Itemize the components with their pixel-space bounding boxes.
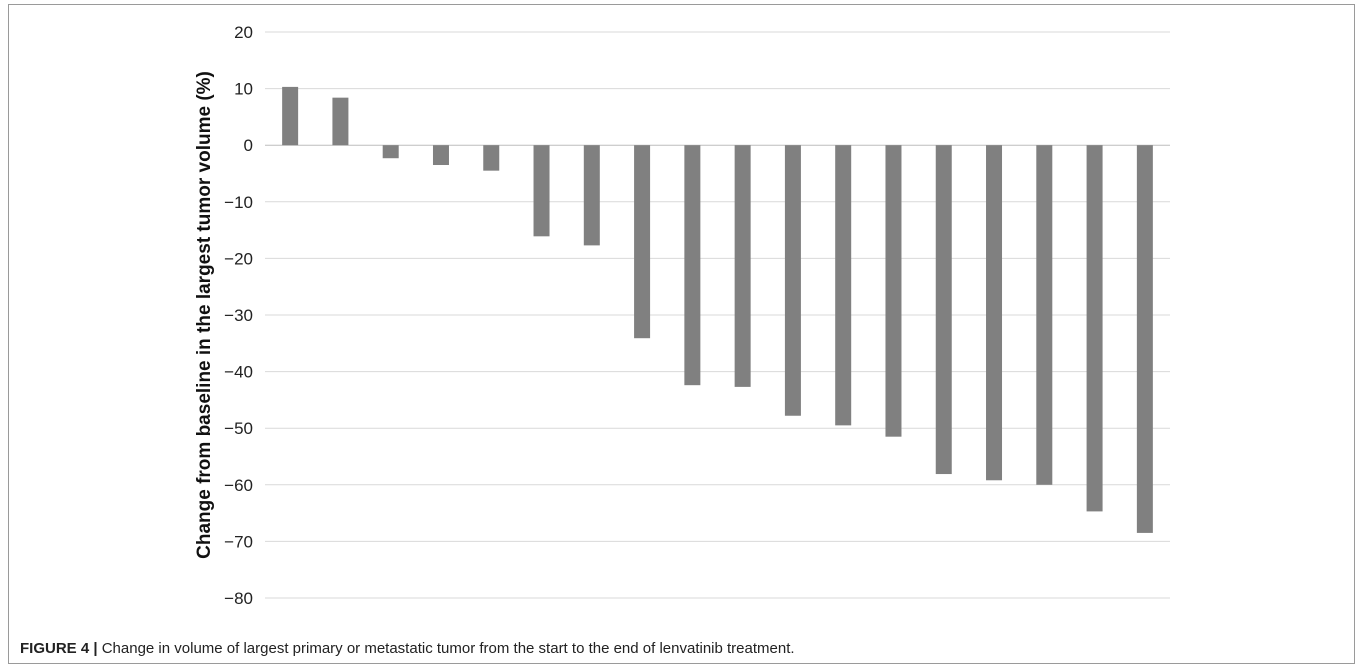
y-axis-label: Change from baseline in the largest tumo… (194, 71, 215, 559)
bar (282, 86, 299, 146)
y-tick-label: 20 (234, 23, 253, 42)
bar (382, 145, 399, 159)
bar (986, 145, 1003, 481)
bar (935, 145, 952, 475)
bar (1136, 145, 1153, 533)
bar (1036, 145, 1053, 485)
bar (784, 145, 801, 416)
y-tick-label: 10 (234, 80, 253, 99)
y-tick-label: 0 (244, 136, 253, 155)
bar (684, 145, 701, 386)
waterfall-chart: 20 10 0 −10 −20 −30 −40 −50 −60 −70 −80 Change fro… (194, 23, 1170, 608)
y-tick-label: −50 (224, 419, 253, 438)
bar (1086, 145, 1103, 512)
y-tick-label: −70 (224, 532, 253, 551)
figure-caption: FIGURE 4 | Change in volume of largest p… (20, 640, 795, 657)
y-tick-label: −30 (224, 306, 253, 325)
bar (533, 145, 550, 237)
bar (634, 145, 651, 339)
y-tick-label: −60 (224, 476, 253, 495)
bar (432, 145, 449, 166)
y-tick-label: −20 (224, 249, 253, 268)
y-tick-label: −80 (224, 589, 253, 608)
bars (282, 86, 1153, 533)
y-tick-label: −40 (224, 363, 253, 382)
bar (885, 145, 902, 437)
bar (483, 145, 500, 171)
gridlines (265, 31, 1170, 599)
bar (583, 145, 600, 246)
caption-label: FIGURE 4 | (20, 640, 98, 657)
y-axis-ticks: 20 10 0 −10 −20 −30 −40 −50 −60 −70 −80 (224, 23, 253, 608)
bar (835, 145, 852, 426)
caption-text: Change in volume of largest primary or m… (101, 640, 795, 657)
figure-frame (8, 4, 1355, 664)
bar (332, 97, 349, 146)
y-tick-label: −10 (224, 193, 253, 212)
bar (734, 145, 751, 387)
